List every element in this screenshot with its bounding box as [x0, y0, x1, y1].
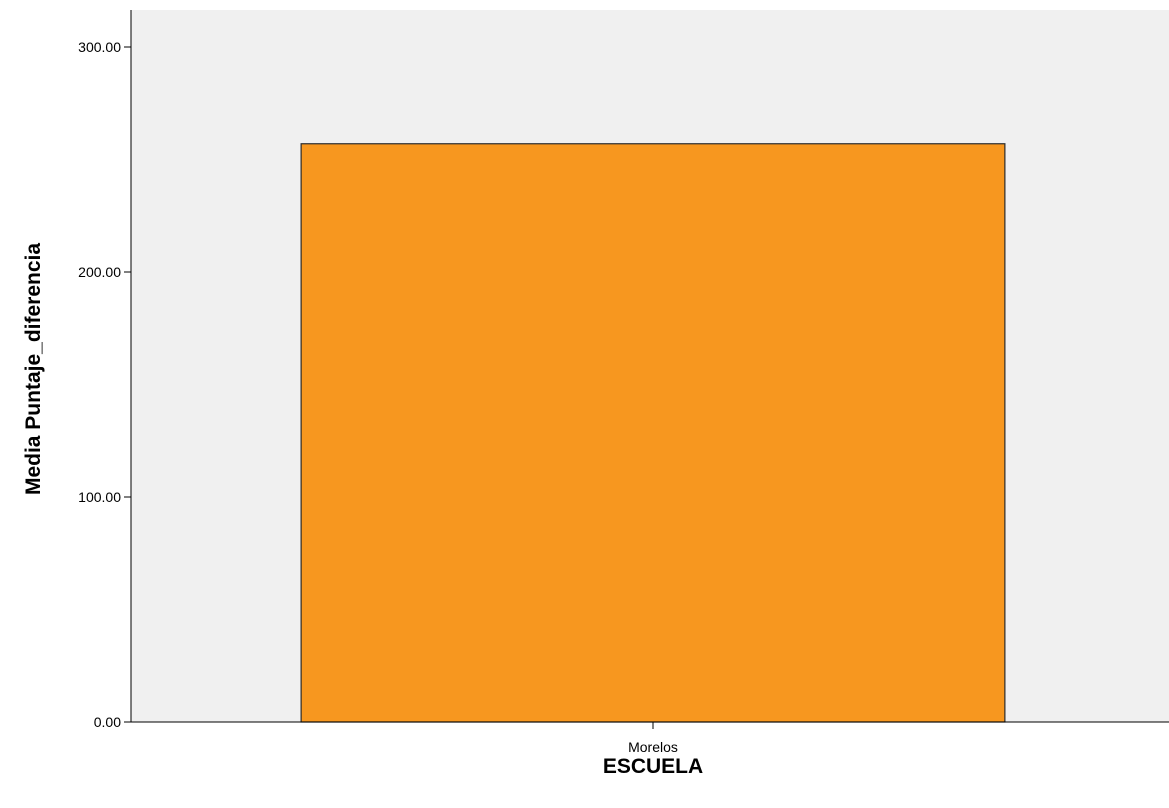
x-axis-ticks: Morelos [628, 722, 678, 755]
bars-group [300, 143, 1006, 723]
y-axis-ticks: 0.00 100.00 200.00 300.00 [78, 39, 131, 730]
bar-morelos [300, 143, 1006, 723]
y-tick-label: 300.00 [78, 39, 121, 55]
y-axis-title: Media Puntaje_diferencia [22, 243, 45, 495]
y-tick-label: 200.00 [78, 264, 121, 280]
y-tick-label: 100.00 [78, 489, 121, 505]
x-axis-title: ESCUELA [603, 755, 703, 778]
y-tick-label: 0.00 [94, 714, 121, 730]
x-tick-label: Morelos [628, 739, 678, 755]
